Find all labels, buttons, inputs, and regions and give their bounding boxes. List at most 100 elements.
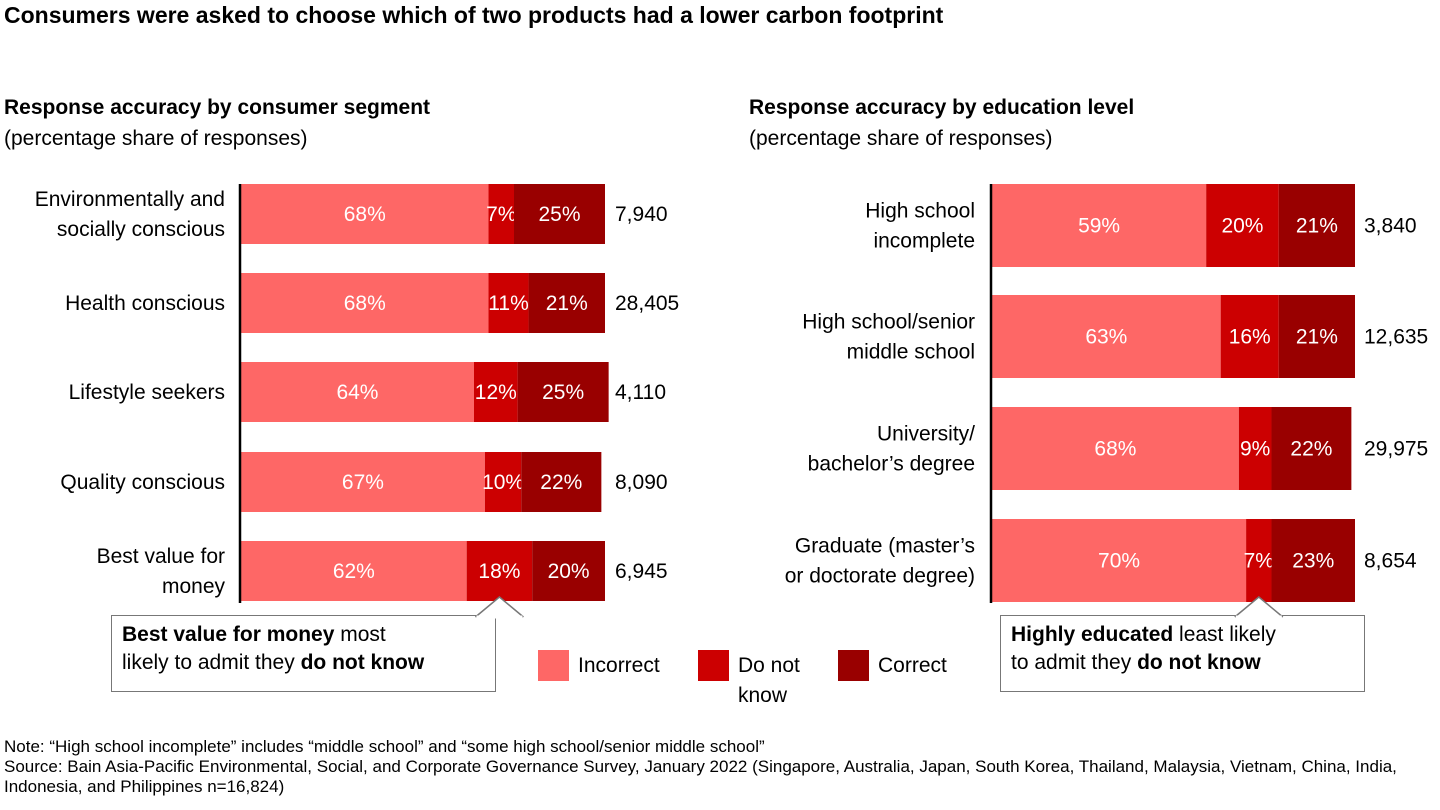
right-bar-3-incorrect-label: 68%: [1094, 438, 1136, 461]
right-n-value-4: 8,654: [1364, 550, 1417, 573]
left-bar-1-incorrect: [241, 184, 489, 244]
left-bar-3-correct-label: 25%: [542, 381, 584, 404]
left-bar-2-do-not-know: [488, 273, 529, 333]
legend-label-do-not-know-line2: know: [738, 684, 788, 707]
right-bar-1-correct: [1278, 184, 1355, 267]
footnote-source: Source: Bain Asia-Pacific Environmental,…: [4, 757, 1397, 796]
left-bar-5-incorrect-label: 62%: [333, 560, 375, 583]
left-n-value-5: 6,945: [615, 560, 668, 583]
left-bar-3-incorrect-label: 64%: [336, 381, 378, 404]
right-bar-2-incorrect-label: 63%: [1085, 326, 1127, 349]
right-n-value-2: 12,635: [1364, 326, 1428, 349]
right-callout-bold-1: Highly educated: [1011, 623, 1174, 646]
right-bar-2-correct: [1278, 295, 1355, 378]
right-bar-1-incorrect-label: 59%: [1078, 215, 1120, 238]
main-title: Consumers were asked to choose which of …: [4, 2, 944, 28]
left-bar-5-correct: [532, 541, 605, 601]
left-bar-5-do-not-know-label: 18%: [478, 560, 520, 583]
right-bar-3-correct: [1271, 407, 1352, 490]
legend-swatch-do-not-know: [698, 650, 729, 681]
left-bar-1-correct: [514, 184, 605, 244]
left-bar-1-correct-label: 25%: [538, 203, 580, 226]
left-callout-text-1: most: [334, 623, 386, 646]
left-callout-bold-2: do not know: [300, 651, 425, 674]
left-bar-2-correct: [528, 273, 605, 333]
left-bar-3-incorrect: [241, 362, 474, 422]
left-bar-1-incorrect-label: 68%: [344, 203, 386, 226]
left-bar-3-correct: [517, 362, 609, 422]
left-bar-1-do-not-know: [488, 184, 514, 244]
legend-label-correct: Correct: [878, 654, 947, 677]
right-bar-3-do-not-know-label: 9%: [1240, 438, 1270, 461]
right-bar-2-correct-label: 21%: [1296, 326, 1338, 349]
right-n-value-1: 3,840: [1364, 215, 1417, 238]
right-callout: Highly educated least likely to admit th…: [1000, 615, 1365, 692]
right-n-value-3: 29,975: [1364, 438, 1428, 461]
left-n-value-1: 7,940: [615, 203, 668, 226]
right-callout-bold-2: do not know: [1137, 651, 1261, 674]
right-bar-4-incorrect: [992, 519, 1247, 602]
left-bar-2-incorrect: [241, 273, 489, 333]
left-chart-subtitle: (percentage share of responses): [4, 127, 308, 150]
left-category-label-4: Quality conscious: [60, 471, 225, 494]
left-category-label-5: Best value for money: [97, 545, 226, 598]
legend-swatch-incorrect: [538, 650, 569, 681]
right-bar-2-incorrect: [992, 295, 1221, 378]
right-category-label-3: University/bachelor’s degree: [808, 423, 975, 476]
right-bar-2-do-not-know: [1220, 295, 1279, 378]
left-bar-5-correct-label: 20%: [548, 560, 590, 583]
right-bar-4-do-not-know-label: 7%: [1244, 550, 1274, 573]
left-category-label-3: Lifestyle seekers: [69, 381, 225, 404]
legend-label-do-not-know: Do not know: [738, 651, 800, 711]
left-bar-3-do-not-know: [473, 362, 518, 422]
legend-label-do-not-know-line1: Do not: [738, 654, 800, 677]
right-bar-3-incorrect: [992, 407, 1239, 490]
left-bar-3-do-not-know-label: 12%: [475, 381, 517, 404]
left-bar-4-correct-label: 22%: [540, 471, 582, 494]
legend-swatch-correct: [838, 650, 869, 681]
right-callout-pointer: [1234, 596, 1284, 618]
left-category-label-1: Environmentally and socially conscious: [35, 188, 225, 241]
right-bar-2-do-not-know-label: 16%: [1229, 326, 1271, 349]
left-bar-1-do-not-know-label: 7%: [486, 203, 516, 226]
right-category-label-2: High school/senior middle school: [802, 311, 975, 364]
right-category-label-1: High school incomplete: [865, 200, 975, 253]
right-callout-text-2: to admit they: [1011, 651, 1138, 674]
left-category-label-2: Health conscious: [65, 292, 225, 315]
left-bar-2-incorrect-label: 68%: [344, 292, 386, 315]
left-callout: Best value for money most likely to admi…: [111, 615, 496, 692]
right-chart-title: Response accuracy by education level: [749, 96, 1135, 119]
right-chart-subtitle: (percentage share of responses): [749, 127, 1053, 150]
left-bar-5-incorrect: [241, 541, 467, 601]
left-bar-4-correct: [521, 452, 602, 512]
left-n-value-2: 28,405: [615, 292, 679, 315]
right-category-label-4: Graduate (master’s or doctorate degree): [785, 535, 975, 588]
right-bar-1-do-not-know: [1206, 184, 1279, 267]
right-bar-4-correct-label: 23%: [1292, 550, 1334, 573]
right-bar-4-correct: [1271, 519, 1355, 602]
right-bar-1-do-not-know-label: 20%: [1221, 215, 1263, 238]
right-bar-1-correct-label: 21%: [1296, 215, 1338, 238]
left-bar-2-correct-label: 21%: [546, 292, 588, 315]
right-bar-3-correct-label: 22%: [1290, 438, 1332, 461]
footnotes: Note: “High school incomplete” includes …: [4, 737, 1440, 797]
left-n-value-3: 4,110: [615, 381, 666, 404]
left-bar-2-do-not-know-label: 11%: [488, 292, 528, 315]
left-bar-5-do-not-know: [466, 541, 533, 601]
left-callout-pointer: [474, 596, 524, 618]
right-bar-4-do-not-know: [1246, 519, 1272, 602]
left-bar-4-incorrect-label: 67%: [342, 471, 384, 494]
left-bar-4-do-not-know-label: 10%: [482, 471, 524, 494]
right-bar-3-do-not-know: [1238, 407, 1272, 490]
right-bar-1-incorrect: [992, 184, 1207, 267]
left-n-value-4: 8,090: [615, 471, 668, 494]
left-chart-title: Response accuracy by consumer segment: [4, 96, 431, 119]
legend-label-incorrect: Incorrect: [578, 654, 660, 677]
left-callout-bold-1: Best value for money: [122, 623, 335, 646]
right-callout-text-1: least likely: [1173, 623, 1276, 646]
left-bar-4-do-not-know: [484, 452, 522, 512]
left-bar-4-incorrect: [241, 452, 485, 512]
right-bar-4-incorrect-label: 70%: [1098, 550, 1140, 573]
left-callout-text-2: likely to admit they: [122, 651, 301, 674]
footnote-note: Note: “High school incomplete” includes …: [4, 737, 765, 756]
